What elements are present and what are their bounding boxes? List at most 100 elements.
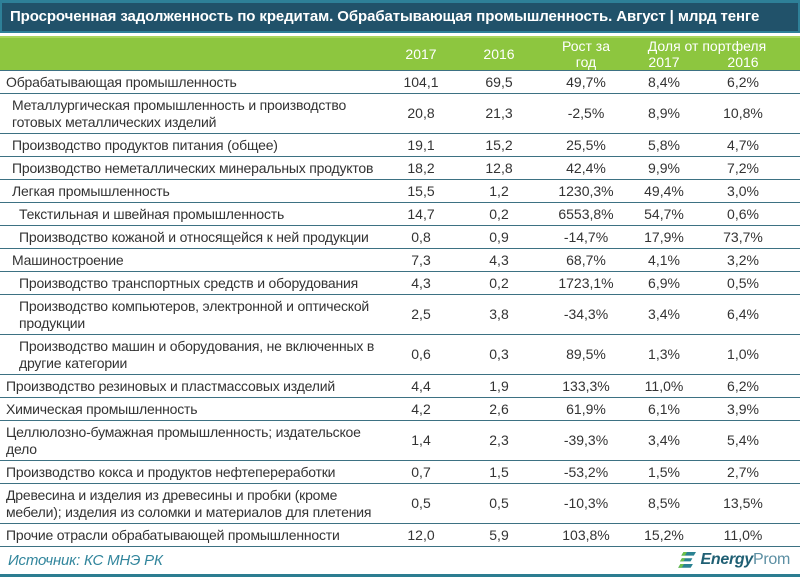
value-2017: 19,1 <box>407 136 435 153</box>
value-share-2017: 1,5% <box>648 463 680 480</box>
value-2017: 7,3 <box>411 251 431 268</box>
value-2016: 4,3 <box>489 251 509 268</box>
table-row: Производство резиновых и пластмассовых и… <box>0 374 800 397</box>
header-growth-line2: год <box>575 54 597 70</box>
value-share-2017: 3,4% <box>648 432 680 448</box>
value-share-2017: 5,8% <box>648 136 680 153</box>
value-share-2016: 10,8% <box>723 105 763 121</box>
table-row: Производство транспортных средств и обор… <box>0 271 800 294</box>
value-growth: 1230,3% <box>558 182 614 199</box>
row-name: Производство компьютеров, электронной и … <box>19 297 370 331</box>
value-share-2016: 13,5% <box>723 495 763 511</box>
value-2016: 3,8 <box>489 306 509 322</box>
value-2016: 0,5 <box>489 495 509 511</box>
value-2017: 1,4 <box>411 432 431 448</box>
value-share-2017: 6,1% <box>648 400 680 417</box>
page-title: Просроченная задолженность по кредитам. … <box>10 8 760 25</box>
value-share-2017: 17,9% <box>644 228 684 245</box>
value-share-2016: 6,4% <box>727 306 759 322</box>
value-share-2016: 11,0% <box>723 526 763 543</box>
header-share-2017: 2017 <box>648 54 680 70</box>
value-growth: -53,2% <box>563 463 609 480</box>
value-2016: 0,9 <box>489 228 509 245</box>
value-growth: -10,3% <box>563 495 609 511</box>
value-2017: 0,7 <box>411 463 431 480</box>
row-name: Производство резиновых и пластмассовых и… <box>6 377 336 394</box>
value-share-2016: 5,4% <box>727 432 759 448</box>
value-2016: 69,5 <box>485 73 513 90</box>
value-share-2017: 3,4% <box>648 306 680 322</box>
table-row: Металлургическая промышленность и произв… <box>0 93 800 133</box>
value-share-2016: 6,2% <box>727 73 759 90</box>
row-name: Металлургическая промышленность и произв… <box>12 96 347 130</box>
value-share-2016: 7,2% <box>727 159 759 176</box>
value-share-2017: 8,9% <box>648 105 680 121</box>
value-share-2016: 1,0% <box>727 346 759 362</box>
value-share-2017: 4,1% <box>648 251 680 268</box>
row-name: Производство кожаной и относящейся к ней… <box>19 228 369 245</box>
value-share-2016: 0,6% <box>727 205 759 222</box>
value-share-2016: 3,0% <box>727 182 759 199</box>
value-share-2017: 1,3% <box>648 346 680 362</box>
footer: Источник: КС МНЭ РК EnergyProm <box>0 547 800 577</box>
header-growth-line1: Рост за <box>561 38 610 54</box>
value-share-2017: 11,0% <box>644 377 684 394</box>
table-header: 2017 2016 Рост за год Доля от портфеля 2… <box>0 36 800 70</box>
header-share-group-label: Доля от портфеля <box>647 38 767 54</box>
row-name: Текстильная и швейная промышленность <box>19 205 285 222</box>
value-share-2017: 15,2% <box>644 526 684 543</box>
table-row: Производство неметаллических минеральных… <box>0 156 800 179</box>
table-row: Целлюлозно-бумажная промышленность; изда… <box>0 420 800 460</box>
value-2017: 14,7 <box>407 205 435 222</box>
row-name: Обрабатывающая промышленность <box>6 73 237 90</box>
header-share-group: Доля от портфеля 2017 2016 <box>628 38 786 70</box>
value-2017: 15,5 <box>407 182 435 199</box>
table-row: Производство кожаной и относящейся к ней… <box>0 225 800 248</box>
table-row: Производство машин и оборудования, не вк… <box>0 334 800 374</box>
energyprom-logo-text: EnergyProm <box>700 551 791 569</box>
table-row: Производство кокса и продуктов нефтепере… <box>0 460 800 483</box>
row-name: Производство неметаллических минеральных… <box>12 159 374 176</box>
value-2017: 0,8 <box>411 228 431 245</box>
value-2017: 4,3 <box>411 274 431 291</box>
value-share-2016: 3,9% <box>727 400 759 417</box>
table-row: Производство компьютеров, электронной и … <box>0 294 800 334</box>
table-row: Машиностроение 7,3 4,3 68,7% 4,1% 3,2% <box>0 248 800 271</box>
row-name: Производство транспортных средств и обор… <box>19 274 359 291</box>
value-2017: 0,6 <box>411 346 431 362</box>
value-share-2017: 54,7% <box>644 205 684 222</box>
value-2017: 0,5 <box>411 495 431 511</box>
value-2016: 2,6 <box>489 400 509 417</box>
value-share-2016: 6,2% <box>727 377 759 394</box>
value-share-2016: 0,5% <box>727 274 759 291</box>
row-name: Химическая промышленность <box>6 400 198 417</box>
value-share-2017: 8,4% <box>648 73 680 90</box>
value-share-2016: 4,7% <box>727 136 759 153</box>
value-growth: 6553,8% <box>558 205 614 222</box>
value-growth: -34,3% <box>563 306 609 322</box>
row-name: Прочие отрасли обрабатывающей промышленн… <box>6 526 340 543</box>
value-growth: 133,3% <box>562 377 610 394</box>
row-name: Древесина и изделия из древесины и пробк… <box>6 486 372 520</box>
table-row: Текстильная и швейная промышленность 14,… <box>0 202 800 225</box>
value-2017: 18,2 <box>407 159 435 176</box>
value-growth: 61,9% <box>566 400 606 417</box>
row-name: Машиностроение <box>12 251 124 268</box>
value-2016: 15,2 <box>485 136 513 153</box>
value-growth: 25,5% <box>566 136 606 153</box>
table-row: Древесина и изделия из древесины и пробк… <box>0 483 800 523</box>
logo-text-energy: Energy <box>700 551 754 568</box>
value-share-2016: 73,7% <box>723 228 763 245</box>
row-name: Целлюлозно-бумажная промышленность; изда… <box>6 423 361 457</box>
value-2016: 12,8 <box>485 159 513 176</box>
value-2016: 21,3 <box>485 105 513 121</box>
value-growth: 42,4% <box>566 159 606 176</box>
table-row: Химическая промышленность 4,2 2,6 61,9% … <box>0 397 800 420</box>
header-col-2017: 2017 <box>405 46 437 62</box>
row-name: Производство кокса и продуктов нефтепере… <box>6 463 336 480</box>
value-2017: 104,1 <box>403 73 439 90</box>
value-2017: 20,8 <box>407 105 435 121</box>
value-share-2017: 8,5% <box>648 495 680 511</box>
row-name: Легкая промышленность <box>12 182 170 199</box>
value-2017: 4,2 <box>411 400 431 417</box>
